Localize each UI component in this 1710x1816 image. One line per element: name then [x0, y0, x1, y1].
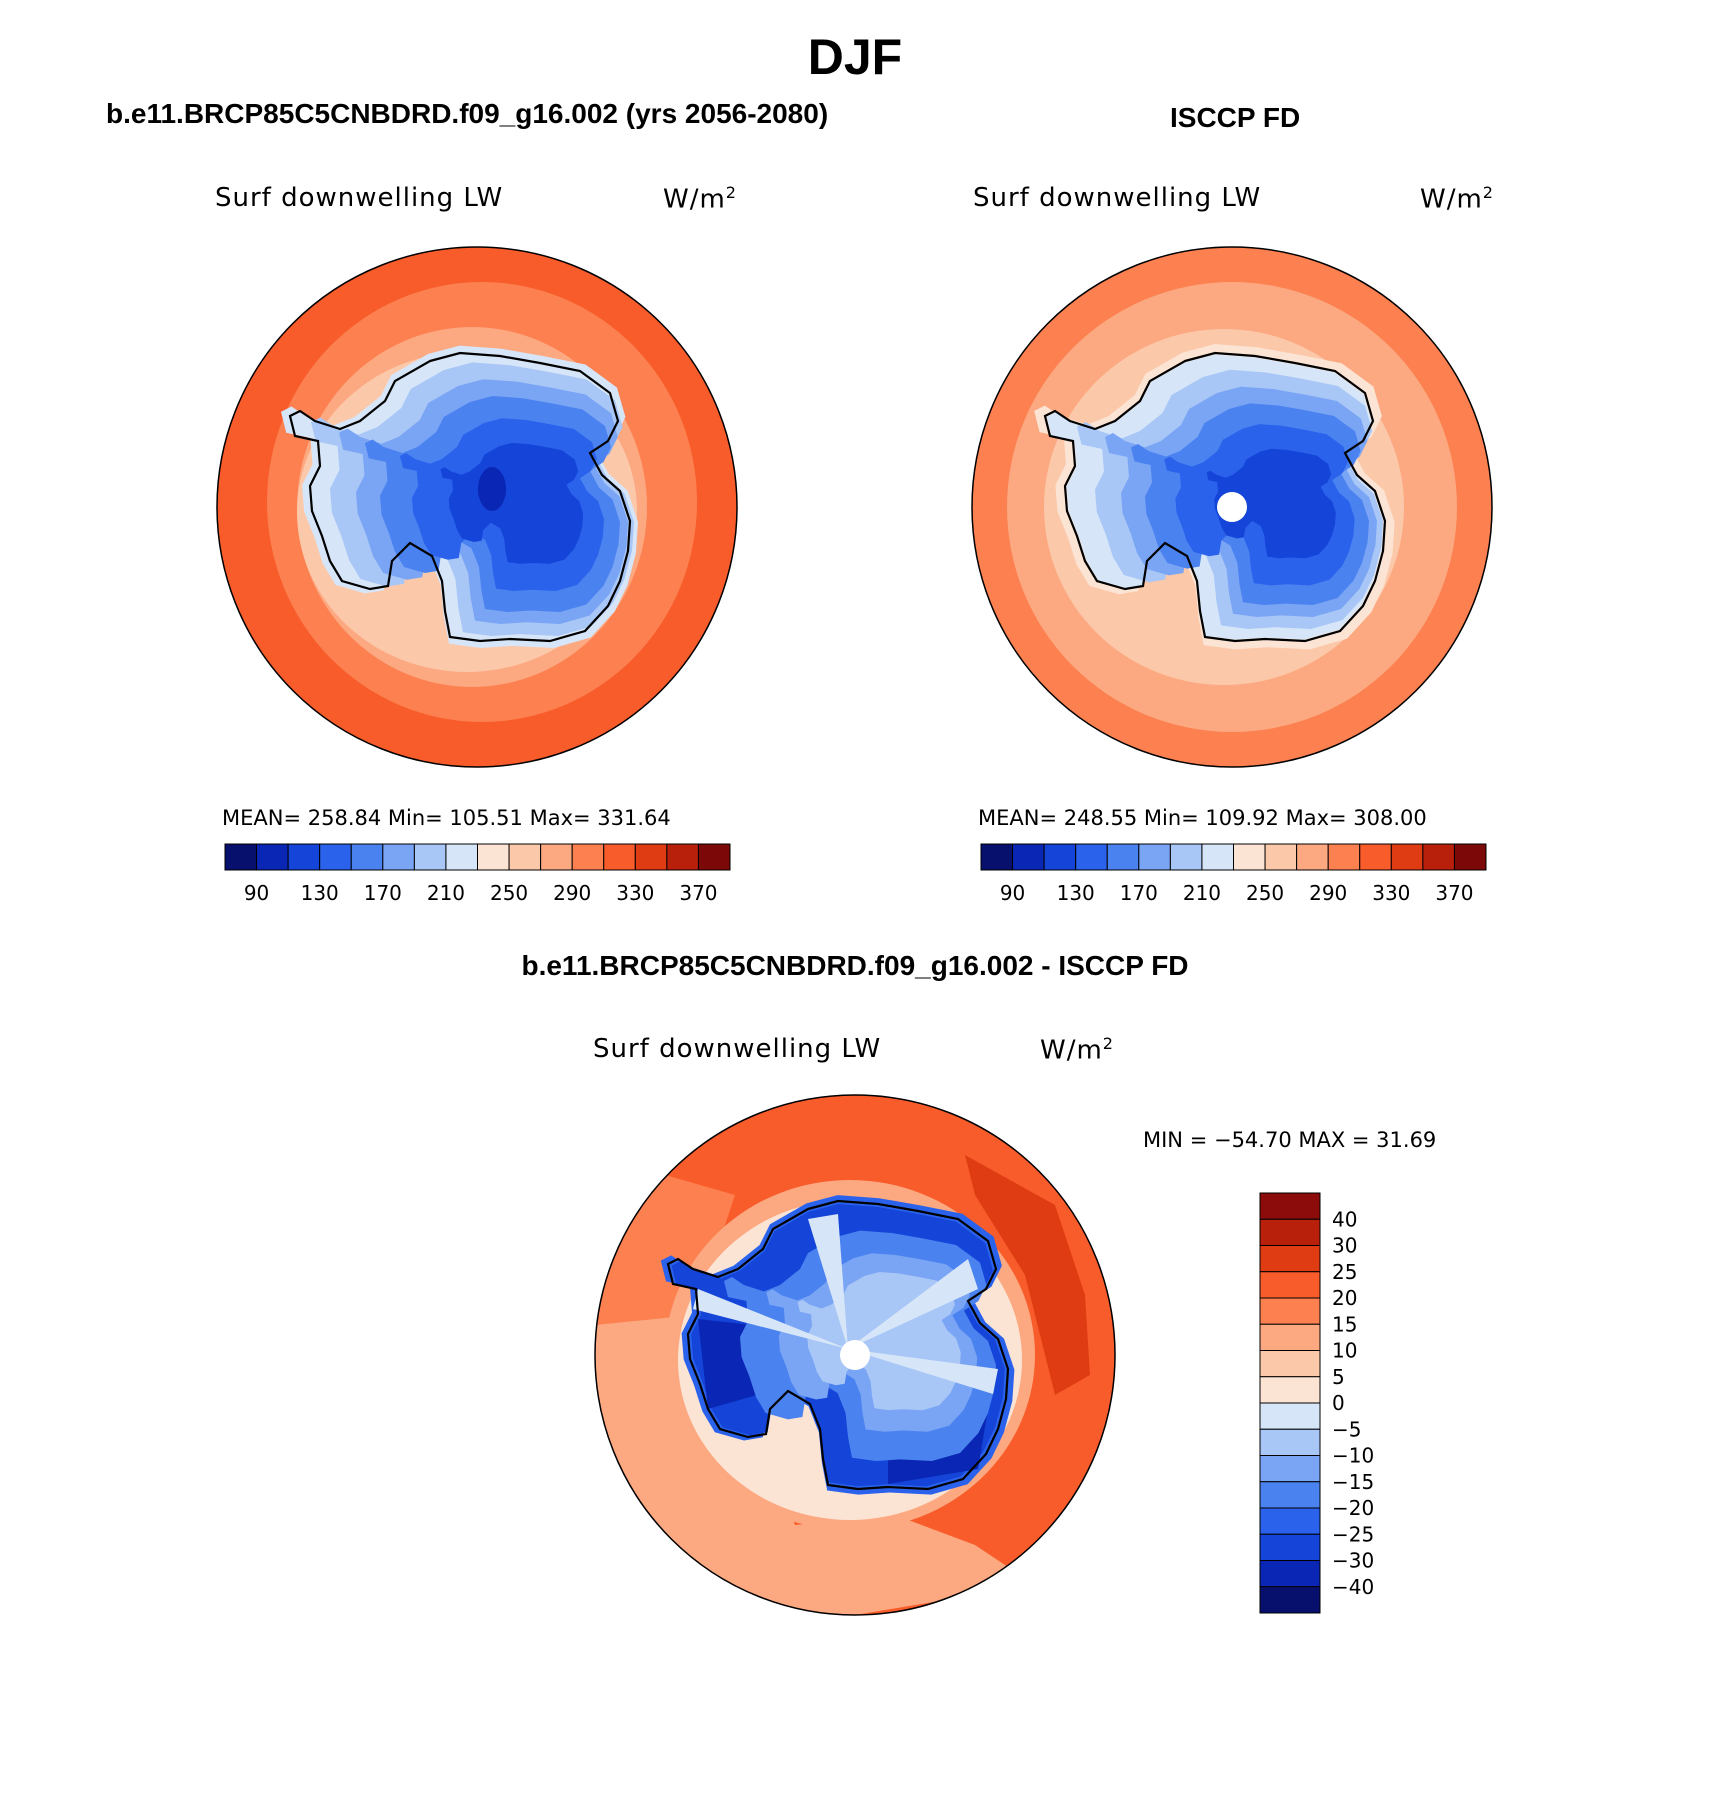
model-units-label: W/m2 — [663, 183, 737, 215]
model-colorbar-swatch — [287, 843, 321, 871]
diff-colorbar-swatch — [1259, 1533, 1321, 1561]
obs-colorbar-tick-label: 170 — [1120, 881, 1158, 905]
model-map — [216, 246, 738, 768]
model-colorbar-tick-label: 170 — [364, 881, 402, 905]
diff-case-title: b.e11.BRCP85C5CNBDRD.f09_g16.002 - ISCCP… — [521, 950, 1189, 981]
obs-colorbar-swatch — [1422, 843, 1455, 871]
model-colorbar-tick-label: 130 — [301, 881, 339, 905]
diff-colorbar-swatch — [1259, 1376, 1321, 1404]
diff-colorbar-swatch — [1259, 1481, 1321, 1509]
model-colorbar-tick-label: 210 — [427, 881, 465, 905]
obs-colorbar-swatch — [1233, 843, 1266, 871]
obs-colorbar-tick-label: 130 — [1057, 881, 1095, 905]
model-colorbar-swatch — [224, 843, 258, 871]
obs-colorbar-tick-label: 90 — [1000, 881, 1025, 905]
model-colorbar-tick-label: 250 — [490, 881, 528, 905]
diff-variable-label: Surf downwelling LW — [593, 1034, 882, 1064]
diff-colorbar-tick-label: 5 — [1332, 1365, 1345, 1389]
obs-variable-label: Surf downwelling LW — [973, 183, 1262, 213]
diff-colorbar-swatch — [1259, 1402, 1321, 1430]
obs-colorbar-swatch — [1453, 843, 1487, 871]
diff-colorbar-swatch — [1259, 1245, 1321, 1273]
obs-colorbar-swatch — [1106, 843, 1140, 871]
obs-colorbar-swatch — [1138, 843, 1171, 871]
diff-map — [594, 1094, 1116, 1616]
obs-colorbar-swatch — [1390, 843, 1424, 871]
diff-colorbar-swatch — [1259, 1428, 1321, 1456]
diff-colorbar-tick-label: 0 — [1332, 1391, 1345, 1415]
obs-colorbar-tick-label: 250 — [1246, 881, 1284, 905]
obs-colorbar-swatch — [1359, 843, 1392, 871]
model-colorbar-swatch — [603, 843, 636, 871]
diff-colorbar-swatch — [1259, 1586, 1321, 1614]
obs-case-title: ISCCP FD — [1170, 102, 1301, 133]
model-colorbar-tick-label: 330 — [616, 881, 654, 905]
model-colorbar-swatch — [382, 843, 415, 871]
diff-units-label: W/m2 — [1040, 1034, 1114, 1066]
model-colorbar: 90 130 170 210 250 290 330 370 — [224, 843, 731, 905]
obs-colorbar-tick-label: 210 — [1183, 881, 1221, 905]
model-colorbar-swatch — [445, 843, 478, 871]
diff-colorbar-swatch — [1259, 1455, 1321, 1483]
model-colorbar-swatch — [350, 843, 384, 871]
obs-colorbar: 90 130 170 210 250 290 330 370 — [980, 843, 1487, 905]
obs-units-label: W/m2 — [1420, 183, 1494, 215]
model-case-title: b.e11.BRCP85C5CNBDRD.f09_g16.002 (yrs 20… — [106, 98, 829, 129]
diff-colorbar-swatch — [1259, 1271, 1321, 1299]
diff-colorbar-tick-label: 15 — [1332, 1312, 1357, 1336]
model-colorbar-swatch — [666, 843, 699, 871]
obs-colorbar-swatch — [1264, 843, 1298, 871]
diff-colorbar-tick-label: 40 — [1332, 1207, 1357, 1231]
obs-colorbar-swatch — [1296, 843, 1329, 871]
diff-colorbar-swatch — [1259, 1218, 1321, 1246]
model-colorbar-tick-label: 370 — [679, 881, 717, 905]
model-colorbar-tick-label: 290 — [553, 881, 591, 905]
obs-colorbar-tick-label: 290 — [1309, 881, 1347, 905]
model-colorbar-swatch — [477, 843, 510, 871]
diff-colorbar-tick-label: −40 — [1332, 1575, 1374, 1599]
model-stats: MEAN= 258.84 Min= 105.51 Max= 331.64 — [222, 806, 671, 830]
diff-colorbar-tick-label: −20 — [1332, 1496, 1374, 1520]
diff-colorbar-tick-label: 20 — [1332, 1286, 1357, 1310]
diff-colorbar-tick-label: 30 — [1332, 1234, 1357, 1258]
diff-colorbar-swatch — [1259, 1350, 1321, 1378]
model-colorbar-swatch — [634, 843, 668, 871]
diff-colorbar-swatch — [1259, 1323, 1321, 1351]
obs-colorbar-swatch — [1201, 843, 1234, 871]
model-colorbar-swatch — [697, 843, 731, 871]
obs-colorbar-swatch — [1327, 843, 1361, 871]
model-variable-label: Surf downwelling LW — [215, 183, 504, 213]
diff-colorbar-swatch — [1259, 1507, 1321, 1535]
diff-stats: MIN = −54.70 MAX = 31.69 — [1143, 1128, 1437, 1152]
model-colorbar-swatch — [319, 843, 352, 871]
model-colorbar-swatch — [571, 843, 605, 871]
model-colorbar-tick-label: 90 — [244, 881, 269, 905]
obs-colorbar-swatch — [980, 843, 1014, 871]
diff-colorbar-tick-label: 25 — [1332, 1260, 1357, 1284]
obs-map — [971, 246, 1493, 768]
model-colorbar-swatch — [256, 843, 289, 871]
diff-colorbar-swatch — [1259, 1192, 1321, 1220]
obs-colorbar-swatch — [1012, 843, 1045, 871]
diff-colorbar-tick-label: −5 — [1332, 1417, 1361, 1441]
model-colorbar-swatch — [540, 843, 573, 871]
model-colorbar-swatch — [413, 843, 447, 871]
diff-colorbar-tick-label: −25 — [1332, 1522, 1374, 1546]
obs-colorbar-tick-label: 330 — [1372, 881, 1410, 905]
obs-colorbar-swatch — [1043, 843, 1077, 871]
diff-colorbar-tick-label: −15 — [1332, 1470, 1374, 1494]
diff-colorbar-swatch — [1259, 1560, 1321, 1588]
diff-colorbar-tick-label: 10 — [1332, 1339, 1357, 1363]
obs-colorbar-tick-label: 370 — [1435, 881, 1473, 905]
figure-title: DJF — [807, 29, 903, 85]
obs-colorbar-swatch — [1169, 843, 1203, 871]
obs-colorbar-swatch — [1075, 843, 1108, 871]
diff-colorbar-tick-label: −10 — [1332, 1444, 1374, 1468]
diff-colorbar-swatch — [1259, 1297, 1321, 1325]
diff-colorbar-tick-label: −30 — [1332, 1549, 1374, 1573]
obs-stats: MEAN= 248.55 Min= 109.92 Max= 308.00 — [978, 806, 1427, 830]
model-colorbar-swatch — [508, 843, 542, 871]
